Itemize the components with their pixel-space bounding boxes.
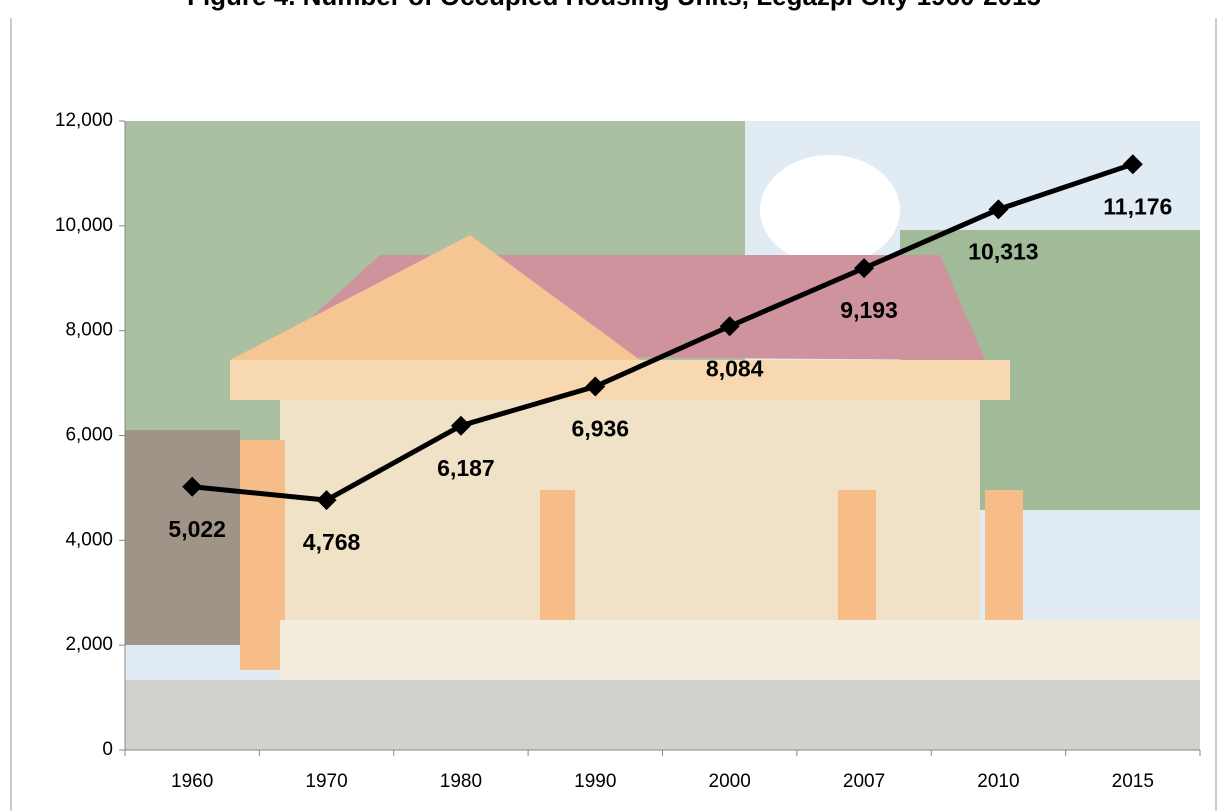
x-tick-label: 2000 (709, 771, 751, 792)
y-tick-label: 4,000 (65, 529, 113, 550)
data-label: 5,022 (168, 516, 226, 542)
data-label: 10,313 (968, 239, 1038, 265)
data-label: 9,193 (840, 297, 898, 323)
chart-title: Figure 4. Number of Occupied Housing Uni… (187, 0, 1041, 11)
y-tick-label: 12,000 (55, 110, 113, 131)
chart: Figure 4. Number of Occupied Housing Uni… (0, 0, 1227, 811)
data-label: 8,084 (706, 355, 764, 381)
y-tick-label: 6,000 (65, 425, 113, 446)
data-label: 6,187 (437, 455, 495, 481)
x-tick-label: 1970 (305, 771, 347, 792)
data-label: 4,768 (303, 529, 361, 555)
y-tick-label: 0 (102, 739, 113, 760)
x-tick-label: 2010 (977, 771, 1019, 792)
x-tick-label: 1960 (171, 771, 213, 792)
y-tick-label: 8,000 (65, 320, 113, 341)
x-tick-label: 1980 (440, 771, 482, 792)
y-tick-label: 10,000 (55, 215, 113, 236)
data-label: 6,936 (572, 416, 630, 442)
x-tick-label: 2007 (843, 771, 885, 792)
data-label: 11,176 (1103, 193, 1172, 219)
x-tick-label: 2015 (1112, 771, 1154, 792)
background-photo (125, 121, 1200, 750)
x-tick-label: 1990 (574, 771, 616, 792)
y-tick-label: 2,000 (65, 634, 113, 655)
